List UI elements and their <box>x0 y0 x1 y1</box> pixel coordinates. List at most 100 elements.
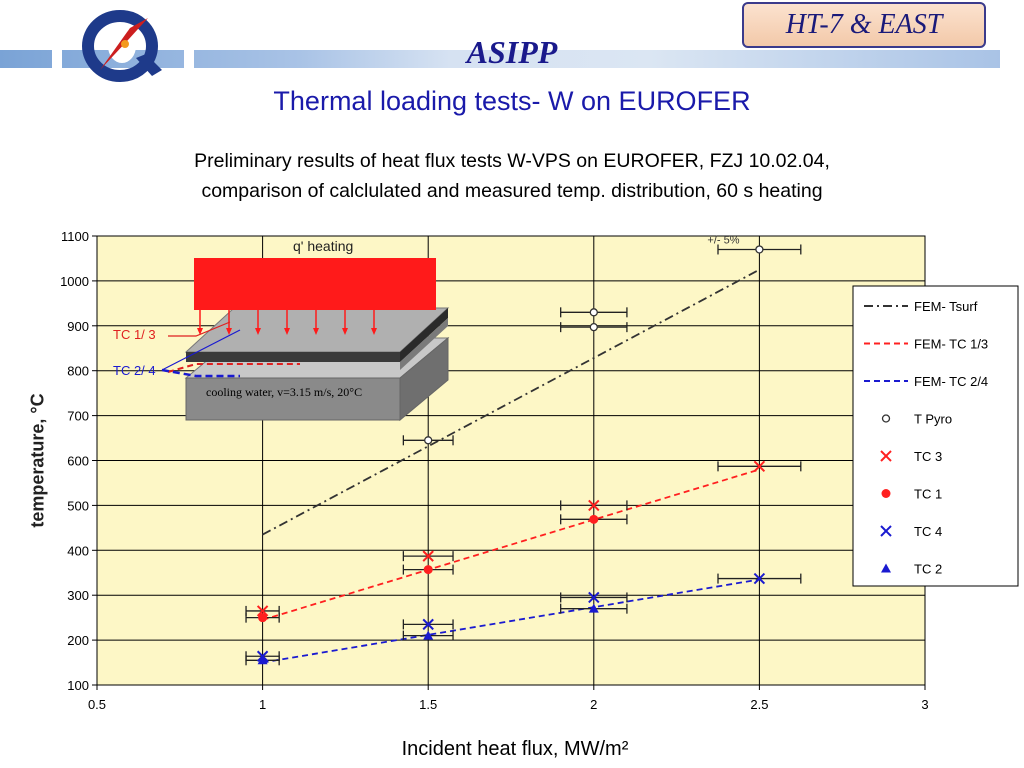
heat-arrows <box>197 310 377 335</box>
heater-block <box>194 258 436 310</box>
marker-circle <box>589 322 598 332</box>
x-tick-label: 3 <box>921 697 928 712</box>
legend-label: FEM- Tsurf <box>914 299 978 314</box>
marker-x-stroke <box>422 618 434 631</box>
legend-box <box>852 285 1019 587</box>
y-tick-label: 300 <box>67 588 89 603</box>
heat-arrow-head <box>313 328 319 335</box>
tolerance-annotation: +/- 5% <box>707 234 739 246</box>
tick-labels: 100 200 300 400 500 600 700 800 900 1000 1100 0.5 1 1… <box>60 229 929 712</box>
asipp-logo <box>82 10 162 82</box>
legend-label: TC 4 <box>914 524 942 539</box>
schematic-tile-side <box>400 308 448 362</box>
marker-x-stroke <box>880 525 892 537</box>
subtitle-line-2: comparison of calclulated and measured t… <box>201 180 823 202</box>
x-tick-label: 1.5 <box>419 697 437 712</box>
marker-x-stroke <box>588 591 600 604</box>
schematic-block-side <box>399 336 449 422</box>
marker-triangle <box>881 563 891 573</box>
legend-label: FEM- TC 1/3 <box>914 337 988 352</box>
x-axis-label: Incident heat flux, MW/m² <box>401 738 629 760</box>
marker-x-stroke <box>422 550 434 562</box>
marker-dot <box>258 613 268 623</box>
tc13-lead <box>168 321 231 337</box>
x-tick-label: 2.5 <box>750 697 768 712</box>
marker-triangle <box>257 655 268 665</box>
project-badge: HT-7 & EAST <box>742 2 986 48</box>
schematic-w-layer <box>186 352 400 362</box>
header-stripe-gap <box>184 50 194 68</box>
marker-circle <box>424 436 433 445</box>
x-tick-label: 2 <box>590 697 597 712</box>
marker-x <box>753 460 766 473</box>
marker-x <box>753 572 766 585</box>
marker-x-stroke <box>256 605 269 617</box>
x-tick-label: 0.5 <box>88 697 106 712</box>
marker-dot <box>881 489 891 498</box>
marker-triangle <box>423 630 434 640</box>
schematic-tile-face <box>400 318 448 370</box>
cooling-label: cooling water, v=3.15 m/s, 20°C <box>206 385 362 399</box>
y-tick-label: 1100 <box>61 229 89 244</box>
y-tick-label: 400 <box>67 543 89 558</box>
legend-label: FEM- TC 2/4 <box>914 374 988 389</box>
subtitle-line-1: Preliminary results of heat flux tests W… <box>194 150 830 172</box>
y-tick-label: 800 <box>67 364 89 379</box>
series-line <box>262 578 760 664</box>
marker-x <box>422 618 434 631</box>
fem-lines <box>262 268 760 664</box>
marker-x-stroke <box>588 499 600 512</box>
heat-arrow-head <box>197 328 203 335</box>
heating-schematic: q' heating TC 1/ 3 TC 2/ 4 cooling water… <box>113 238 450 422</box>
marker-x <box>880 450 892 462</box>
legend-label: TC 3 <box>914 449 942 464</box>
y-tick-label: 900 <box>67 319 89 334</box>
header-stripe <box>0 50 1000 68</box>
org-name: ASIPP <box>466 34 558 70</box>
marker-dot <box>589 514 599 524</box>
marker-x <box>422 550 434 562</box>
marker-x <box>880 525 892 537</box>
y-tick-label: 600 <box>67 454 89 469</box>
series-line <box>262 268 760 536</box>
marker-triangle <box>588 603 599 613</box>
heating-label: q' heating <box>293 238 353 254</box>
grid-lines <box>92 235 926 690</box>
y-axis-label: temperature, °C <box>27 393 48 528</box>
header-stripe-gap <box>52 50 62 68</box>
series-line <box>262 468 760 621</box>
tc13-label: TC 1/ 3 <box>113 327 156 342</box>
tc24-lead <box>161 329 241 371</box>
page-title: Thermal loading tests- W on EUROFER <box>273 86 751 116</box>
marker-x-stroke <box>753 460 766 473</box>
heat-arrow-head <box>342 328 348 335</box>
marker-circle <box>589 308 598 317</box>
marker-x <box>256 605 269 617</box>
chart-subtitle: Preliminary results of heat flux tests W… <box>60 146 964 206</box>
marker-x-stroke <box>880 450 892 462</box>
y-tick-label: 500 <box>67 498 89 513</box>
y-tick-label: 700 <box>67 409 89 424</box>
legend-label: TC 2 <box>914 562 942 577</box>
legend-label: TC 1 <box>914 487 942 502</box>
y-tick-label: 100 <box>67 678 89 693</box>
legend-label: T Pyro <box>914 412 952 427</box>
marker-x-stroke <box>753 572 766 585</box>
marker-circle <box>881 414 891 423</box>
marker-x <box>588 499 600 512</box>
heat-arrow-head <box>284 328 290 335</box>
marker-circle <box>755 245 764 254</box>
marker-x <box>588 591 600 604</box>
heat-arrow-head <box>226 328 232 335</box>
marker-dot <box>423 565 433 575</box>
heat-arrow-head <box>255 328 261 335</box>
y-tick-label: 200 <box>67 633 89 648</box>
data-markers <box>256 245 766 665</box>
tc24-label: TC 2/ 4 <box>113 363 156 378</box>
x-tick-label: 1 <box>259 697 266 712</box>
y-tick-label: 1000 <box>60 274 89 289</box>
heat-arrow-head <box>371 328 377 335</box>
tc24-wire <box>161 368 240 378</box>
chart-legend: FEM- Tsurf FEM- TC 1/3 FEM- TC 2/4 T Pyro TC… <box>852 285 1019 587</box>
